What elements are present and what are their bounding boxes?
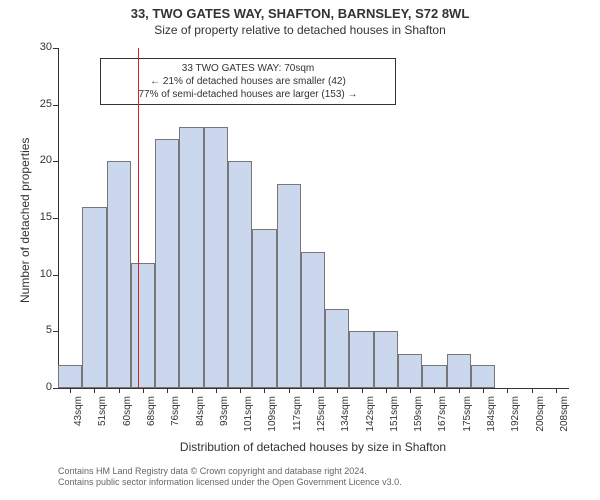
x-tick — [410, 388, 411, 393]
x-tick — [337, 388, 338, 393]
y-tick-label: 25 — [22, 98, 52, 110]
histogram-bar — [58, 365, 82, 388]
histogram-bar — [277, 184, 301, 388]
x-tick-label: 142sqm — [365, 396, 376, 441]
y-tick — [53, 161, 58, 162]
x-tick — [362, 388, 363, 393]
y-tick — [53, 105, 58, 106]
footer-attribution: Contains HM Land Registry data © Crown c… — [58, 466, 402, 488]
x-tick — [70, 388, 71, 393]
y-tick — [53, 48, 58, 49]
x-tick — [532, 388, 533, 393]
x-tick-label: 43sqm — [73, 396, 84, 441]
x-tick-label: 175sqm — [462, 396, 473, 441]
x-tick-label: 93sqm — [219, 396, 230, 441]
y-tick — [53, 388, 58, 389]
x-tick-label: 125sqm — [316, 396, 327, 441]
annotation-line2: ← 21% of detached houses are smaller (42… — [107, 75, 389, 88]
histogram-bar — [471, 365, 495, 388]
histogram-bar — [422, 365, 446, 388]
x-tick-label: 76sqm — [170, 396, 181, 441]
annotation-line3: 77% of semi-detached houses are larger (… — [107, 88, 389, 101]
x-tick-label: 200sqm — [535, 396, 546, 441]
y-tick — [53, 275, 58, 276]
x-tick — [313, 388, 314, 393]
x-tick-label: 117sqm — [292, 396, 303, 441]
histogram-bar — [252, 229, 276, 388]
x-tick — [143, 388, 144, 393]
histogram-bar — [374, 331, 398, 388]
x-tick-label: 51sqm — [97, 396, 108, 441]
histogram-bar — [82, 207, 106, 388]
x-tick-label: 151sqm — [389, 396, 400, 441]
y-tick-label: 5 — [22, 324, 52, 336]
x-tick-label: 134sqm — [340, 396, 351, 441]
x-tick-label: 109sqm — [267, 396, 278, 441]
x-tick — [264, 388, 265, 393]
x-tick-label: 68sqm — [146, 396, 157, 441]
x-tick — [434, 388, 435, 393]
y-tick-label: 10 — [22, 268, 52, 280]
histogram-bar — [179, 127, 203, 388]
histogram-bar — [155, 139, 179, 388]
y-tick-label: 20 — [22, 154, 52, 166]
histogram-bar — [325, 309, 349, 388]
x-tick — [192, 388, 193, 393]
histogram-bar — [107, 161, 131, 388]
x-tick — [94, 388, 95, 393]
x-axis-label: Distribution of detached houses by size … — [58, 440, 568, 454]
histogram-bar — [131, 263, 155, 388]
footer-line1: Contains HM Land Registry data © Crown c… — [58, 466, 402, 477]
chart-title-sub: Size of property relative to detached ho… — [0, 21, 600, 37]
x-tick-label: 60sqm — [122, 396, 133, 441]
y-tick-label: 15 — [22, 211, 52, 223]
x-tick — [240, 388, 241, 393]
x-tick — [483, 388, 484, 393]
x-tick-label: 192sqm — [510, 396, 521, 441]
histogram-bar — [228, 161, 252, 388]
annotation-box: 33 TWO GATES WAY: 70sqm ← 21% of detache… — [100, 58, 396, 105]
y-tick — [53, 218, 58, 219]
x-tick-label: 84sqm — [195, 396, 206, 441]
x-tick — [459, 388, 460, 393]
histogram-bar — [447, 354, 471, 388]
annotation-line1: 33 TWO GATES WAY: 70sqm — [107, 62, 389, 75]
y-tick-label: 0 — [22, 381, 52, 393]
x-tick — [556, 388, 557, 393]
x-tick — [289, 388, 290, 393]
reference-line — [138, 48, 139, 388]
histogram-bar — [301, 252, 325, 388]
histogram-bar — [204, 127, 228, 388]
x-tick-label: 101sqm — [243, 396, 254, 441]
x-tick-label: 208sqm — [559, 396, 570, 441]
histogram-bar — [349, 331, 373, 388]
y-tick — [53, 331, 58, 332]
x-tick — [119, 388, 120, 393]
x-tick — [507, 388, 508, 393]
histogram-bar — [398, 354, 422, 388]
x-tick — [167, 388, 168, 393]
x-tick-label: 159sqm — [413, 396, 424, 441]
x-tick-label: 167sqm — [437, 396, 448, 441]
x-tick — [386, 388, 387, 393]
x-tick — [216, 388, 217, 393]
x-tick-label: 184sqm — [486, 396, 497, 441]
y-tick-label: 30 — [22, 41, 52, 53]
footer-line2: Contains public sector information licen… — [58, 477, 402, 488]
chart-title-main: 33, TWO GATES WAY, SHAFTON, BARNSLEY, S7… — [0, 0, 600, 21]
